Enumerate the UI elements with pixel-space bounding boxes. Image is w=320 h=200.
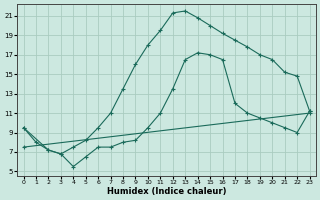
- X-axis label: Humidex (Indice chaleur): Humidex (Indice chaleur): [107, 187, 226, 196]
